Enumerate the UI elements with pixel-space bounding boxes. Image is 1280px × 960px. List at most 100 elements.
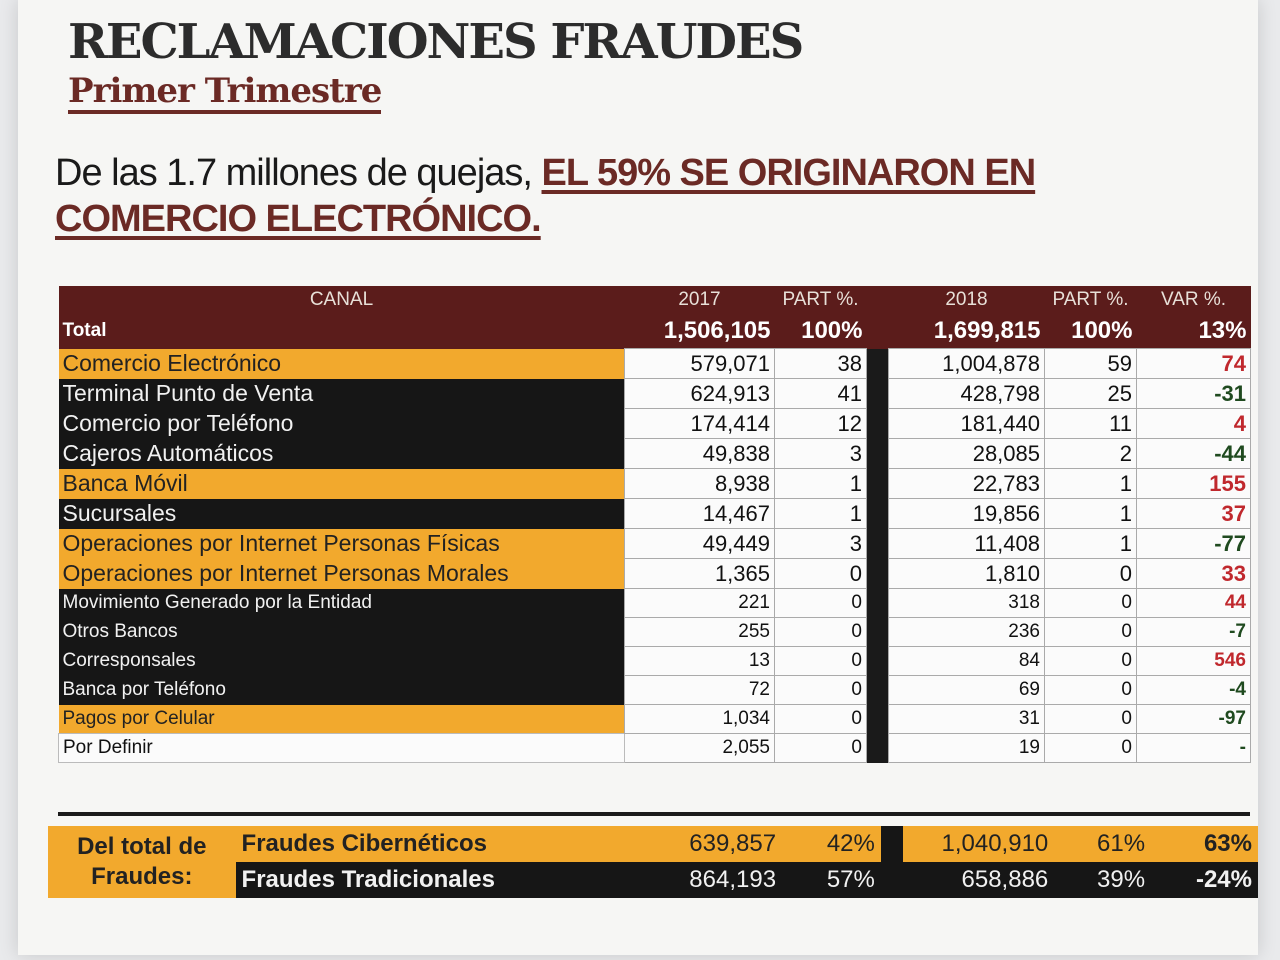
column-separator (866, 468, 889, 499)
value-2017: 624,913 (624, 378, 775, 409)
variation: -4 (1136, 675, 1251, 705)
traditional-part-2017: 57% (782, 862, 881, 898)
table-row: Banca Móvil 8,938 1 22,783 1 155 (58, 468, 1251, 499)
channel-name: Otros Bancos (58, 617, 625, 647)
table-row: Terminal Punto de Venta 624,913 41 428,7… (58, 378, 1251, 409)
channel-name: Sucursales (58, 498, 625, 529)
table-row: Otros Bancos 255 0 236 0 -7 (58, 617, 1251, 647)
value-2017: 2,055 (624, 733, 775, 763)
side-label-line-2: Fraudes: (91, 863, 193, 890)
cyber-2017: 639,857 (624, 826, 783, 862)
traditional-var: -24% (1151, 862, 1258, 898)
total-part-2018: 100% (1044, 314, 1137, 349)
part-2018: 59 (1044, 348, 1137, 379)
claims-table: CANAL 2017 PART %. 2018 PART %. VAR %. T… (58, 286, 1251, 763)
column-separator (866, 588, 889, 618)
fraud-summary-table: Del total de Fraudes: Fraudes Cibernétic… (48, 826, 1258, 898)
part-2017: 3 (774, 438, 867, 469)
column-separator (866, 286, 889, 314)
total-2017: 1,506,105 (624, 314, 775, 349)
value-2018: 22,783 (888, 468, 1045, 499)
total-var: 13% (1136, 314, 1251, 349)
part-2017: 12 (774, 408, 867, 439)
header-2018: 2018 (888, 286, 1045, 314)
table-row: Comercio por Teléfono 174,414 12 181,440… (58, 408, 1251, 439)
part-2017: 1 (774, 468, 867, 499)
traditional-fraud-label: Fraudes Tradicionales (235, 862, 625, 898)
value-2017: 174,414 (624, 408, 775, 439)
column-separator (866, 558, 889, 589)
value-2018: 428,798 (888, 378, 1045, 409)
side-label-line-1: Del total de (77, 833, 207, 860)
table-row: Corresponsales 13 0 84 0 546 (58, 646, 1251, 676)
value-2017: 72 (624, 675, 775, 705)
channel-name: Movimiento Generado por la Entidad (58, 588, 625, 618)
channel-name: Comercio Electrónico (58, 348, 625, 379)
channel-name: Banca Móvil (58, 468, 625, 499)
channel-name: Operaciones por Internet Personas Física… (58, 528, 625, 559)
part-2018: 0 (1044, 558, 1137, 589)
header-part-2018: PART %. (1044, 286, 1137, 314)
variation: -77 (1136, 528, 1251, 559)
variation: 33 (1136, 558, 1251, 589)
value-2018: 31 (888, 704, 1045, 734)
channel-name: Banca por Teléfono (58, 675, 625, 705)
channel-name: Terminal Punto de Venta (58, 378, 625, 409)
value-2018: 69 (888, 675, 1045, 705)
column-separator (866, 675, 889, 705)
value-2017: 49,838 (624, 438, 775, 469)
value-2018: 181,440 (888, 408, 1045, 439)
value-2017: 579,071 (624, 348, 775, 379)
total-row: Total 1,506,105 100% 1,699,815 100% 13% (58, 314, 1251, 349)
part-2018: 1 (1044, 498, 1137, 529)
header-2017: 2017 (624, 286, 775, 314)
column-separator (866, 704, 889, 734)
variation: 155 (1136, 468, 1251, 499)
variation: 44 (1136, 588, 1251, 618)
cyber-fraud-label: Fraudes Cibernéticos (235, 826, 625, 862)
value-2017: 1,365 (624, 558, 775, 589)
summary-side-label: Del total de Fraudes: (48, 826, 236, 898)
value-2018: 236 (888, 617, 1045, 647)
part-2018: 1 (1044, 528, 1137, 559)
table-row: Banca por Teléfono 72 0 69 0 -4 (58, 675, 1251, 705)
part-2017: 38 (774, 348, 867, 379)
traditional-part-2018: 39% (1054, 862, 1152, 898)
part-2018: 0 (1044, 704, 1137, 734)
variation: -97 (1136, 704, 1251, 734)
traditional-2017: 864,193 (624, 862, 783, 898)
part-2018: 11 (1044, 408, 1137, 439)
column-separator (866, 438, 889, 469)
headline-emphasis: EL 59% SE ORIGINARON EN COMERCIO ELECTRÓ… (55, 152, 1036, 240)
column-separator (866, 617, 889, 647)
column-separator (866, 733, 889, 763)
section-divider (58, 812, 1250, 816)
value-2017: 1,034 (624, 704, 775, 734)
traditional-2018: 658,886 (903, 862, 1055, 898)
column-separator (880, 826, 904, 862)
cyber-part-2017: 42% (782, 826, 881, 862)
column-separator (866, 528, 889, 559)
variation: 4 (1136, 408, 1251, 439)
value-2017: 49,449 (624, 528, 775, 559)
part-2018: 0 (1044, 733, 1137, 763)
part-2017: 0 (774, 675, 867, 705)
variation: 37 (1136, 498, 1251, 529)
value-2018: 1,810 (888, 558, 1045, 589)
channel-name: Por Definir (58, 733, 625, 763)
table-row: Movimiento Generado por la Entidad 221 0… (58, 588, 1251, 618)
part-2017: 1 (774, 498, 867, 529)
variation: 74 (1136, 348, 1251, 379)
part-2018: 1 (1044, 468, 1137, 499)
value-2017: 221 (624, 588, 775, 618)
table-row: Comercio Electrónico 579,071 38 1,004,87… (58, 348, 1251, 379)
part-2017: 0 (774, 588, 867, 618)
channel-name: Pagos por Celular (58, 704, 625, 734)
column-separator (866, 408, 889, 439)
doc-subtitle: Primer Trimestre (68, 72, 382, 114)
variation: -7 (1136, 617, 1251, 647)
column-separator (866, 348, 889, 379)
column-separator (866, 378, 889, 409)
column-separator (880, 862, 904, 898)
total-label: Total (58, 314, 625, 349)
